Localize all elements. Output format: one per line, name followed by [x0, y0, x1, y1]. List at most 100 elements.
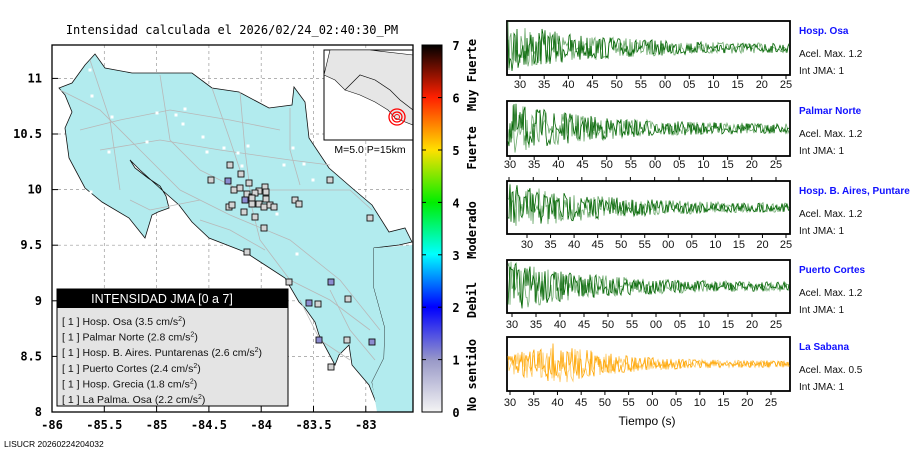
time-tick-label: 45	[586, 79, 598, 91]
legend-close: )	[197, 363, 201, 375]
station-marker[interactable]	[243, 248, 251, 256]
station-name: Palmar Norte	[799, 106, 862, 117]
station-marker[interactable]	[262, 188, 270, 196]
town-marker	[291, 146, 295, 150]
colorbar-category-label: Moderado	[465, 201, 479, 259]
time-tick-label: 40	[568, 239, 580, 251]
station-marker[interactable]	[226, 161, 234, 169]
station-marker[interactable]	[260, 224, 268, 232]
station-markers	[207, 161, 376, 371]
time-tick-label: 20	[756, 79, 768, 91]
waveform-panel: 30 35 40 45 50 55 00 05 10 15 20 25 Hosp. Osa Acel. M…	[506, 20, 863, 91]
y-tick-label: 8	[35, 405, 42, 419]
time-tick-label: 25	[780, 239, 792, 251]
station-marker[interactable]	[285, 278, 293, 286]
time-tick-label: 50	[615, 239, 627, 251]
time-tick-label: 15	[722, 159, 734, 171]
legend-int: [ 1 ]	[62, 394, 80, 406]
station-marker[interactable]	[236, 184, 244, 192]
town-markers	[88, 68, 315, 256]
station-marker[interactable]	[241, 196, 249, 204]
time-tick-label: 35	[538, 79, 550, 91]
time-tick-label: 15	[717, 397, 729, 409]
station-marker[interactable]	[245, 179, 253, 187]
town-marker	[110, 115, 114, 119]
time-tick-label: 50	[602, 319, 614, 331]
station-marker[interactable]	[240, 208, 248, 216]
station-marker[interactable]	[295, 200, 303, 208]
station-marker[interactable]	[230, 186, 238, 194]
station-marker[interactable]	[291, 196, 299, 204]
time-tick-label: 30	[504, 159, 516, 171]
time-tick-label: 05	[670, 397, 682, 409]
x-tick-label: -85	[146, 418, 168, 432]
legend-name: Puerto Cortes	[82, 363, 147, 375]
legend-sup: 2	[190, 332, 194, 339]
station-marker[interactable]	[344, 295, 352, 303]
station-marker[interactable]	[228, 201, 236, 209]
legend-int: [ 1 ]	[62, 347, 80, 359]
legend-row: [ 1 ] Hosp. B. Aires. Puntarenas (2.6 cm…	[62, 347, 262, 359]
colorbar-tick-label: 2	[452, 301, 459, 315]
y-tick-label: 8.5	[20, 349, 42, 363]
time-tick-label: 10	[694, 397, 706, 409]
time-tick-label: 05	[674, 319, 686, 331]
legend-int: [ 1 ]	[62, 363, 80, 375]
time-tick-label: 10	[697, 159, 709, 171]
time-tick-label: 05	[673, 159, 685, 171]
station-marker[interactable]	[248, 200, 256, 208]
colorbar-tick-label: 1	[452, 354, 459, 368]
station-marker[interactable]	[251, 213, 259, 221]
station-marker[interactable]	[270, 203, 278, 211]
time-tick-label: 30	[514, 79, 526, 91]
time-tick-label: 30	[504, 397, 516, 409]
station-marker[interactable]	[343, 336, 351, 344]
y-tick-label: 10	[28, 183, 42, 197]
max-acceleration: Acel. Max. 1.2	[799, 288, 863, 299]
station-marker[interactable]	[260, 203, 268, 211]
station-marker[interactable]	[366, 214, 374, 222]
time-tick-label: 20	[746, 319, 758, 331]
epicenter-icon	[388, 108, 406, 126]
waveform-panel: 30 35 40 45 50 55 00 05 10 15 20 25 Puerto Cortes Ace…	[506, 259, 866, 331]
station-marker[interactable]	[237, 170, 245, 178]
time-tick-label: 10	[709, 239, 721, 251]
road	[199, 219, 266, 251]
legend-int: [ 1 ]	[62, 316, 80, 328]
station-marker[interactable]	[314, 300, 322, 308]
time-tick-label: 50	[601, 159, 613, 171]
jma-intensity: Int JMA: 1	[799, 226, 844, 237]
legend-row: [ 1 ] Hosp. Osa (3.5 cm/s2)	[62, 316, 186, 328]
time-tick-label: 55	[635, 79, 647, 91]
station-marker[interactable]	[315, 336, 323, 344]
colorbar-tick-label: 6	[452, 92, 459, 106]
legend-name: Hosp. Osa	[82, 316, 132, 328]
legend-close: )	[194, 378, 198, 390]
town-marker	[89, 190, 93, 194]
station-name: La Sabana	[799, 342, 849, 353]
colorbar-tick-label: 3	[452, 249, 459, 263]
time-tick-label: 00	[662, 239, 674, 251]
time-tick-label: 00	[659, 79, 671, 91]
legend-row: [ 1 ] Hosp. Grecia (1.8 cm/s2)	[62, 378, 197, 390]
time-tick-label: 05	[686, 239, 698, 251]
station-marker[interactable]	[262, 195, 270, 203]
time-tick-label: 45	[576, 159, 588, 171]
station-marker[interactable]	[327, 278, 335, 286]
station-name: Hosp. Osa	[799, 26, 849, 37]
jma-intensity: Int JMA: 1	[799, 146, 844, 157]
legend-acc: (2.8 cm/s	[147, 332, 190, 344]
station-name: Hosp. B. Aires, Puntare	[799, 186, 910, 197]
x-tick-label: -84.5	[191, 418, 227, 432]
town-marker	[240, 164, 244, 168]
legend-acc: (2.4 cm/s	[150, 363, 193, 375]
station-marker[interactable]	[368, 338, 376, 346]
station-marker[interactable]	[248, 194, 256, 202]
x-tick-label: -83	[355, 418, 377, 432]
station-marker[interactable]	[207, 176, 215, 184]
station-marker[interactable]	[224, 177, 232, 185]
station-marker[interactable]	[305, 299, 313, 307]
station-marker[interactable]	[326, 176, 334, 184]
station-marker[interactable]	[327, 363, 335, 371]
